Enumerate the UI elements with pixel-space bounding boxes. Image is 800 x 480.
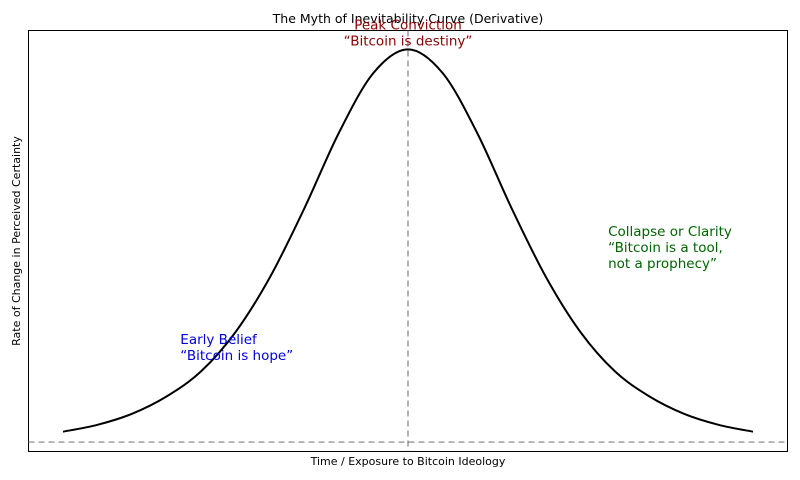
series-line-0 (62, 48, 754, 433)
x-axis-label: Time / Exposure to Bitcoin Ideology (310, 455, 506, 468)
annotation-2-line-0: Collapse or Clarity (608, 224, 732, 240)
annotation-1: Early Belief “Bitcoin is hope” (180, 332, 293, 364)
annotation-0: Peak Conviction “Bitcoin is destiny” (344, 17, 473, 49)
plot-layer: Peak Conviction “Bitcoin is destiny” Early… (28, 17, 788, 452)
annotation-0-line-1: “Bitcoin is destiny” (344, 33, 473, 49)
annotation-0-line-0: Peak Conviction (354, 17, 462, 33)
chart-title: The Myth of Inevitability Curve (Derivat… (272, 11, 544, 26)
annotation-1-line-0: Early Belief (180, 332, 258, 348)
annotation-2: Collapse or Clarity “Bitcoin is a tool, no… (608, 224, 732, 272)
y-axis-label: Rate of Change in Perceived Certainty (10, 136, 23, 346)
annotation-2-line-2: not a prophecy” (608, 256, 717, 272)
annotation-2-line-1: “Bitcoin is a tool, (608, 240, 723, 256)
annotation-1-line-1: “Bitcoin is hope” (180, 348, 293, 364)
